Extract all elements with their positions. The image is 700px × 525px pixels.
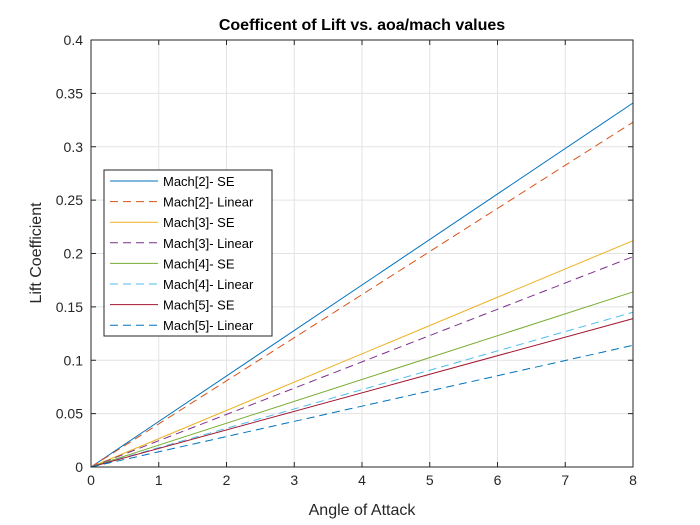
x-tick-label: 6 <box>494 472 502 488</box>
y-tick-label: 0.4 <box>64 32 84 48</box>
x-tick-label: 2 <box>223 472 231 488</box>
legend-label: Mach[2]- Linear <box>163 195 254 210</box>
x-tick-label: 1 <box>155 472 163 488</box>
series-line <box>90 102 634 468</box>
grid-lines <box>91 40 633 467</box>
legend-label: Mach[4]- SE <box>163 256 235 271</box>
y-tick-label: 0 <box>75 459 83 475</box>
legend-label: Mach[2]- SE <box>163 174 235 189</box>
y-tick-label: 0.2 <box>64 246 84 262</box>
x-tick-label: 0 <box>87 472 95 488</box>
chart-title: Coefficent of Lift vs. aoa/mach values <box>219 17 505 34</box>
legend-box <box>103 169 273 337</box>
x-axis-label: Angle of Attack <box>309 502 417 519</box>
legend-label: Mach[3]- SE <box>163 215 235 230</box>
legend-label: Mach[3]- Linear <box>163 236 254 251</box>
x-tick-label: 8 <box>629 472 637 488</box>
axis-ticks: 0 1 2 3 4 5 6 7 8 0 0.05 0.1 0.15 0.2 0.25 0.3 0.35 0.4 <box>56 32 637 488</box>
y-tick-label: 0.15 <box>56 299 83 315</box>
y-tick-label: 0.25 <box>56 192 83 208</box>
series-line <box>90 291 634 468</box>
x-tick-label: 4 <box>358 472 366 488</box>
legend-label: Mach[5]- SE <box>163 298 235 313</box>
y-axis-label: Lift Coefficient <box>28 202 45 304</box>
legend: Mach[2]- SE Mach[2]- Linear Mach[3]- SE Mac… <box>103 169 273 337</box>
x-tick-label: 7 <box>561 472 569 488</box>
series-line <box>90 344 634 468</box>
series-line <box>90 240 634 468</box>
series-line <box>90 256 634 468</box>
y-tick-label: 0.1 <box>64 352 84 368</box>
y-tick-label: 0.05 <box>56 406 83 422</box>
x-tick-label: 3 <box>290 472 298 488</box>
legend-label: Mach[4]- Linear <box>163 277 254 292</box>
y-tick-label: 0.3 <box>64 139 84 155</box>
series-lines <box>90 102 634 468</box>
series-line <box>90 311 634 468</box>
y-tick-label: 0.35 <box>56 85 83 101</box>
series-line <box>90 318 634 468</box>
x-tick-label: 5 <box>426 472 434 488</box>
series-line <box>90 121 634 468</box>
legend-label: Mach[5]- Linear <box>163 318 254 333</box>
